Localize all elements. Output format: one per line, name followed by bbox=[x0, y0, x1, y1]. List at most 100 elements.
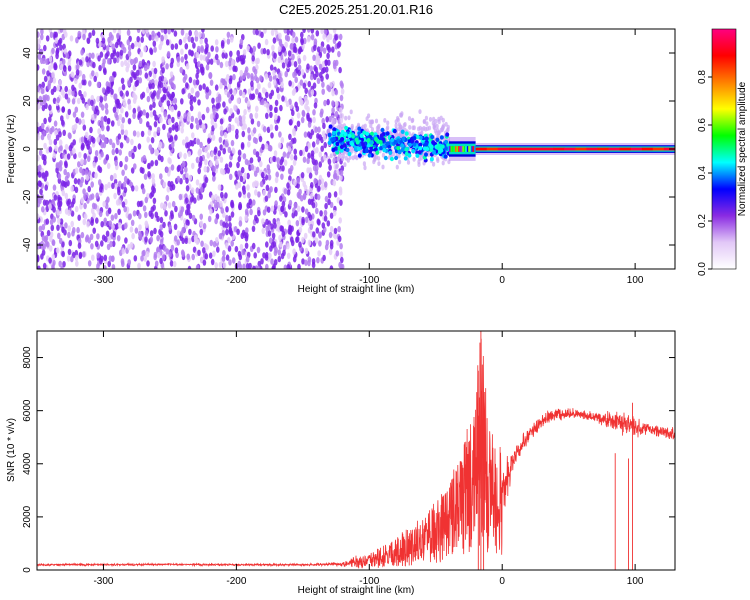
spectrogram-cell bbox=[212, 250, 216, 257]
spectrogram-cell bbox=[134, 40, 138, 48]
spectrogram-cell bbox=[90, 219, 94, 226]
spectrogram-cell bbox=[114, 41, 119, 49]
spectrogram-cell bbox=[61, 119, 65, 126]
spectrogram-cell bbox=[134, 185, 139, 192]
spectrogram-cell bbox=[94, 240, 99, 247]
spectrogram-cell bbox=[154, 79, 158, 86]
spectrogram-cell bbox=[289, 42, 294, 50]
spectrogram-cell bbox=[368, 119, 372, 125]
spectrogram-cell bbox=[381, 164, 385, 170]
spectrogram-cell bbox=[322, 47, 327, 54]
spectrogram-cell bbox=[86, 143, 90, 150]
spectrogram-cell bbox=[58, 139, 63, 146]
spectrogram-cell bbox=[315, 138, 320, 145]
spectrogram-cell bbox=[47, 134, 51, 141]
spectrogram-cell bbox=[317, 126, 321, 133]
spectrogram-cell bbox=[105, 81, 110, 88]
spectrogram-cell bbox=[243, 108, 247, 116]
spectrogram-cell bbox=[338, 33, 343, 41]
spectrogram-cell bbox=[251, 225, 256, 232]
spectrogram-cell bbox=[44, 94, 48, 101]
spectrogram-cell bbox=[195, 79, 200, 86]
spectrogram-cell bbox=[68, 132, 72, 140]
spectrogram-cell bbox=[126, 39, 131, 46]
spectrogram-cell bbox=[440, 126, 444, 132]
spectrogram-cell bbox=[194, 236, 198, 244]
spectrogram-cell bbox=[159, 173, 163, 180]
spectrogram-cell bbox=[169, 184, 174, 192]
spectrogram-cell bbox=[56, 209, 60, 216]
spectrogram-cell bbox=[80, 93, 84, 101]
spectrogram-cell bbox=[396, 116, 400, 121]
spectrogram-cell bbox=[64, 181, 68, 188]
spectrogram-cell bbox=[113, 93, 118, 100]
spectrogram-cell bbox=[98, 179, 102, 186]
spectrogram-cell bbox=[313, 177, 318, 185]
spectrogram-cell bbox=[76, 97, 81, 105]
spectrogram-cell bbox=[252, 148, 257, 155]
spectrogram-cell bbox=[396, 146, 401, 151]
spectrogram-cell bbox=[165, 63, 169, 70]
spectrogram-cell bbox=[339, 94, 344, 102]
spectrogram-cell bbox=[314, 169, 319, 176]
spectrogram-cell bbox=[167, 180, 171, 188]
spectrogram-y-tick-label: 40 bbox=[22, 47, 33, 59]
spectrogram-cell bbox=[340, 88, 345, 95]
spectrogram-cell bbox=[51, 47, 55, 54]
spectrogram-cell bbox=[223, 80, 228, 88]
spectrogram-cell bbox=[339, 199, 343, 206]
spectrogram-cell bbox=[176, 230, 181, 237]
spectrogram-cell bbox=[58, 165, 63, 172]
spectrogram-cell bbox=[247, 88, 252, 95]
snr-y-tick-label: 2000 bbox=[22, 505, 33, 528]
spectrogram-cell bbox=[64, 222, 68, 229]
spectrogram-cell bbox=[426, 126, 430, 131]
spectrogram-cell bbox=[322, 122, 326, 130]
spectrogram-cell bbox=[78, 252, 83, 259]
spectrogram-cell bbox=[307, 259, 311, 267]
spectrogram-cell bbox=[124, 237, 128, 244]
spectrogram-cell bbox=[117, 199, 122, 206]
spectrogram-cell bbox=[115, 51, 120, 58]
spectrogram-cell bbox=[300, 116, 305, 124]
spectrogram-cell bbox=[158, 76, 163, 83]
spectrogram-cell bbox=[186, 115, 191, 122]
spectrogram-cell bbox=[246, 72, 251, 79]
spectrogram-cell bbox=[156, 235, 160, 242]
spectrogram-cell bbox=[335, 141, 340, 147]
spectrogram-cell bbox=[52, 184, 57, 191]
spectrogram-cell bbox=[108, 220, 113, 227]
spectrogram-cell bbox=[258, 135, 263, 143]
spectrogram-cell bbox=[137, 41, 142, 49]
spectrogram-cell bbox=[37, 256, 40, 263]
spectrogram-cell bbox=[328, 231, 333, 239]
spectrogram-cell bbox=[139, 200, 143, 208]
spectrogram-cell bbox=[332, 62, 337, 70]
spectrogram-cell bbox=[165, 194, 170, 202]
spectrogram-cell bbox=[100, 142, 104, 149]
spectrogram-cell bbox=[168, 224, 172, 231]
spectrogram-cell bbox=[298, 46, 303, 53]
spectrogram-cell bbox=[201, 113, 206, 121]
spectrogram-cell bbox=[316, 46, 321, 53]
spectrogram-tone-core bbox=[564, 147, 576, 151]
spectrogram-cell bbox=[444, 139, 449, 145]
spectrogram-cell bbox=[266, 49, 270, 56]
spectrogram-cell bbox=[215, 237, 219, 244]
spectrogram-cell bbox=[279, 195, 283, 202]
spectrogram-cell bbox=[286, 264, 291, 269]
spectrogram-cell bbox=[288, 140, 293, 148]
spectrogram-cell bbox=[313, 102, 318, 109]
spectrogram-cell bbox=[202, 222, 207, 230]
spectrogram-cell bbox=[43, 159, 47, 166]
spectrogram-cell bbox=[290, 154, 294, 161]
spectrogram-cell bbox=[173, 103, 178, 111]
spectrogram-cell bbox=[118, 222, 122, 229]
spectrogram-cell bbox=[357, 153, 362, 158]
spectrogram-cell bbox=[253, 68, 258, 76]
spectrogram-tone-core bbox=[472, 146, 475, 152]
spectrogram-cell bbox=[309, 73, 314, 81]
spectrogram-cell bbox=[89, 126, 93, 134]
spectrogram-cell bbox=[281, 230, 286, 237]
spectrogram-cell bbox=[432, 116, 436, 122]
